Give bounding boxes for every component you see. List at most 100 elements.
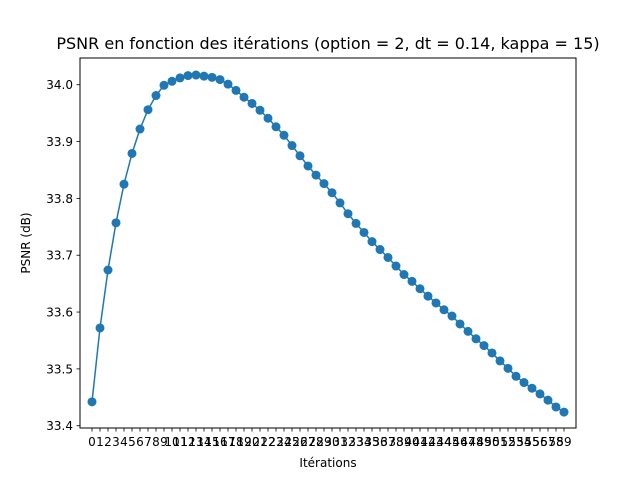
data-point <box>271 122 281 132</box>
x-tick-label: 21 <box>252 435 267 449</box>
y-tick-label: 33.8 <box>46 192 73 206</box>
data-point <box>471 334 481 344</box>
x-tick-label: 58 <box>548 435 563 449</box>
x-tick-label: 34 <box>356 435 371 449</box>
x-tick-label: 14 <box>196 435 211 449</box>
y-tick-label: 33.6 <box>46 306 73 320</box>
data-point <box>431 298 441 308</box>
x-tick-label: 2 <box>104 435 112 449</box>
x-axis-ticks: 0 1 2 3 4 5 6 7 8 9101112131415161718192021222324… <box>88 428 572 449</box>
x-tick-label: 48 <box>468 435 483 449</box>
data-point <box>255 105 265 115</box>
data-point <box>135 124 145 134</box>
data-point <box>303 161 313 171</box>
x-tick-label: 23 <box>268 435 283 449</box>
x-tick-label: 29 <box>316 435 331 449</box>
data-point <box>335 198 345 208</box>
x-tick-label: 9 <box>160 435 168 449</box>
x-tick-label: 57 <box>540 435 555 449</box>
data-point <box>87 397 97 407</box>
data-point <box>415 284 425 294</box>
data-point <box>407 276 417 286</box>
data-point <box>119 179 129 189</box>
data-point <box>479 341 489 351</box>
x-tick-label: 51 <box>492 435 507 449</box>
x-tick-label: 35 <box>364 435 379 449</box>
x-axis-label: Itérations <box>299 456 356 470</box>
data-point <box>399 270 409 280</box>
x-tick-label: 53 <box>508 435 523 449</box>
x-tick-label: 8 <box>152 435 160 449</box>
data-point <box>543 395 553 405</box>
x-tick-label: 40 <box>404 435 419 449</box>
data-point <box>159 80 169 90</box>
x-tick-label: 16 <box>212 435 227 449</box>
x-tick-label: 1 <box>96 435 104 449</box>
data-point <box>535 389 545 399</box>
x-tick-label: 7 <box>144 435 152 449</box>
series-line <box>91 74 565 413</box>
x-tick-label: 24 <box>276 435 291 449</box>
data-point <box>423 291 433 301</box>
y-tick-label: 33.7 <box>46 249 73 263</box>
data-point <box>95 323 105 333</box>
data-point <box>151 91 161 101</box>
data-point <box>319 179 329 189</box>
x-tick-label: 10 <box>164 435 179 449</box>
data-point <box>127 148 137 158</box>
x-tick-label: 38 <box>388 435 403 449</box>
data-point <box>495 356 505 366</box>
data-points <box>87 70 569 417</box>
x-tick-label: 46 <box>452 435 467 449</box>
data-point <box>519 378 529 388</box>
data-point <box>103 265 113 275</box>
x-tick-label: 12 <box>180 435 195 449</box>
data-point <box>391 261 401 271</box>
x-tick-label: 44 <box>436 435 451 449</box>
x-tick-label: 20 <box>244 435 259 449</box>
data-point <box>455 319 465 329</box>
data-point <box>327 188 337 198</box>
x-tick-label: 33 <box>348 435 363 449</box>
y-tick-label: 34.0 <box>46 78 73 92</box>
data-point <box>383 252 393 262</box>
x-tick-label: 41 <box>412 435 427 449</box>
data-point <box>263 113 273 123</box>
chart-title: PSNR en fonction des itérations (option … <box>56 34 599 53</box>
x-tick-label: 18 <box>228 435 243 449</box>
data-point <box>295 151 305 161</box>
x-tick-label: 31 <box>332 435 347 449</box>
y-axis-label: PSNR (dB) <box>19 212 33 273</box>
data-point <box>463 326 473 336</box>
x-tick-label: 11 <box>172 435 187 449</box>
x-tick-label: 25 <box>284 435 299 449</box>
data-point <box>351 218 361 228</box>
data-point <box>559 407 569 417</box>
data-point <box>215 75 225 85</box>
x-tick-label: 59 <box>556 435 571 449</box>
x-tick-label: 55 <box>524 435 539 449</box>
x-tick-label: 54 <box>516 435 531 449</box>
x-tick-label: 36 <box>372 435 387 449</box>
data-point <box>375 245 385 255</box>
data-point <box>175 73 185 83</box>
data-point <box>487 348 497 358</box>
x-tick-label: 27 <box>300 435 315 449</box>
x-tick-label: 56 <box>532 435 547 449</box>
y-tick-label: 33.5 <box>46 362 73 376</box>
x-tick-label: 39 <box>396 435 411 449</box>
y-tick-label: 33.9 <box>46 135 73 149</box>
x-tick-label: 3 <box>112 435 120 449</box>
plot-frame <box>79 57 577 429</box>
data-point <box>167 76 177 86</box>
x-tick-label: 5 <box>128 435 136 449</box>
x-tick-label: 22 <box>260 435 275 449</box>
data-point <box>111 218 121 228</box>
x-tick-label: 45 <box>444 435 459 449</box>
x-tick-label: 42 <box>420 435 435 449</box>
x-tick-label: 6 <box>136 435 144 449</box>
data-point <box>239 92 249 102</box>
data-point <box>287 141 297 151</box>
data-point <box>199 71 209 81</box>
data-point <box>231 85 241 95</box>
